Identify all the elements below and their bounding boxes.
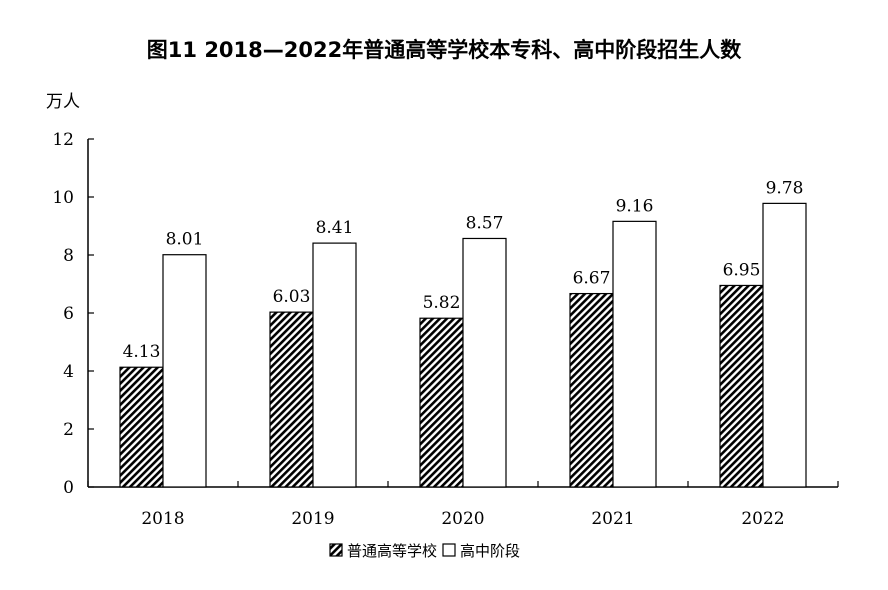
chart-title: 图11 2018—2022年普通高等学校本专科、高中阶段招生人数 xyxy=(147,38,742,62)
bar-high-school-2020 xyxy=(462,237,507,488)
y-tick-label: 2 xyxy=(63,420,74,440)
y-tick-label: 6 xyxy=(63,304,74,324)
data-label: 6.95 xyxy=(723,260,761,280)
bar-higher-education-2018 xyxy=(119,366,164,488)
bar-higher-education-2020 xyxy=(419,317,464,488)
y-tick-label: 10 xyxy=(52,188,74,208)
data-label: 5.82 xyxy=(423,293,461,313)
x-tick-label: 2020 xyxy=(441,509,484,529)
bar-high-school-2022 xyxy=(762,202,807,488)
data-label: 9.78 xyxy=(766,178,804,198)
data-label: 8.41 xyxy=(316,218,354,238)
bar-higher-education-2022 xyxy=(719,284,764,488)
legend-label: 高中阶段 xyxy=(460,542,520,560)
y-tick-label: 0 xyxy=(63,478,74,498)
bars: 4.13 8.01 6.03 8.41 5.82 8.57 6.67 9.16 6.95 9.78 xyxy=(119,178,807,488)
bar-high-school-2021 xyxy=(612,220,657,488)
bar-high-school-2018 xyxy=(162,254,207,488)
y-tick-label: 12 xyxy=(52,130,74,150)
data-label: 9.16 xyxy=(616,196,654,216)
x-tick-label: 2021 xyxy=(591,509,634,529)
data-label: 8.57 xyxy=(466,213,504,233)
data-label: 4.13 xyxy=(123,342,161,362)
x-tick-label: 2022 xyxy=(741,509,784,529)
legend-swatch xyxy=(442,543,456,557)
data-label: 6.67 xyxy=(573,269,611,289)
y-tick-label: 4 xyxy=(63,362,74,382)
bar-higher-education-2021 xyxy=(569,292,614,488)
data-label: 6.03 xyxy=(273,287,311,307)
x-tick-label: 2019 xyxy=(291,509,334,529)
bar-high-school-2019 xyxy=(312,242,357,488)
legend-label: 普通高等学校 xyxy=(347,542,437,560)
legend-swatch xyxy=(329,543,343,557)
axes: 0 2 4 6 8 10 12 2018 2019 2020 2021 2022 xyxy=(52,130,839,529)
y-axis-unit-label: 万人 xyxy=(46,92,80,112)
y-tick-label: 8 xyxy=(63,246,74,266)
legend: 普通高等学校 高中阶段 xyxy=(329,542,520,560)
data-label: 8.01 xyxy=(166,230,204,250)
x-tick-label: 2018 xyxy=(141,509,184,529)
bar-higher-education-2019 xyxy=(269,311,314,488)
